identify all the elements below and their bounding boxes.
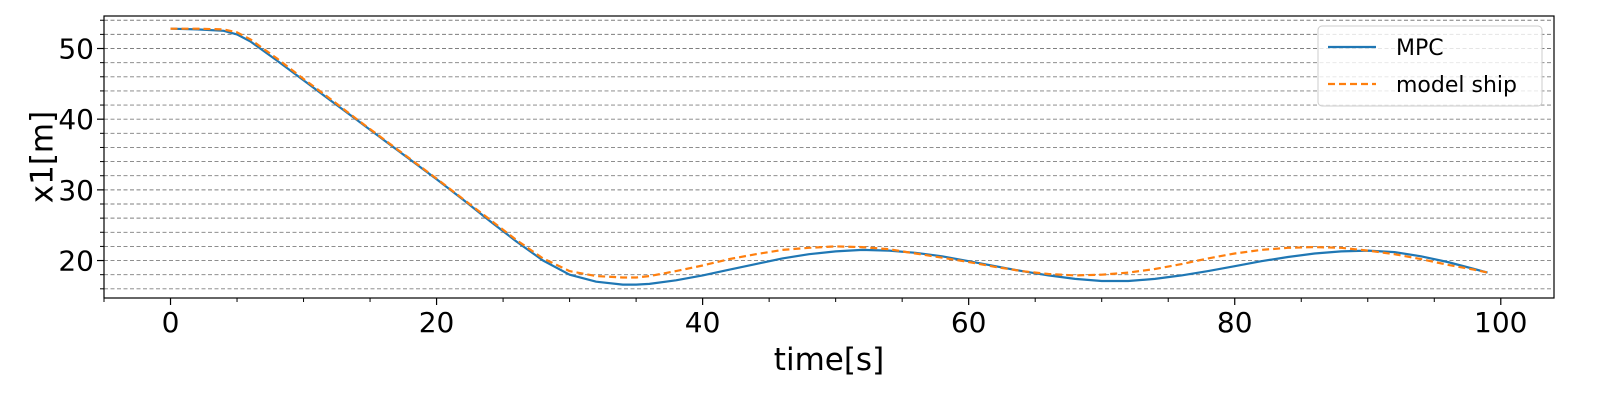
y-axis-label: x1[m]: [25, 111, 61, 203]
plot-frame: [103, 15, 1555, 299]
x-axis-label: time[s]: [774, 342, 884, 378]
legend-label: model ship: [1396, 73, 1517, 98]
x-tick-label: 60: [951, 306, 987, 339]
grid: [104, 19, 1554, 290]
y-tick-label: 20: [58, 245, 94, 278]
ticks: 0 20 40 60 80 100 20 30 40 50: [58, 19, 1528, 339]
legend: MPC model ship: [1317, 25, 1543, 107]
x-tick-label: 0: [162, 306, 180, 339]
series-line-1: [170, 27, 1488, 279]
x-tick-label: 40: [685, 306, 721, 339]
legend-label: MPC: [1396, 36, 1444, 61]
x-tick-label: 20: [419, 306, 455, 339]
series-layer: [170, 27, 1488, 286]
y-tick-label: 40: [58, 103, 94, 136]
y-tick-label: 50: [58, 33, 94, 66]
x-tick-label: 100: [1474, 306, 1527, 339]
x-tick-label: 80: [1217, 306, 1253, 339]
y-tick-label: 30: [58, 174, 94, 207]
